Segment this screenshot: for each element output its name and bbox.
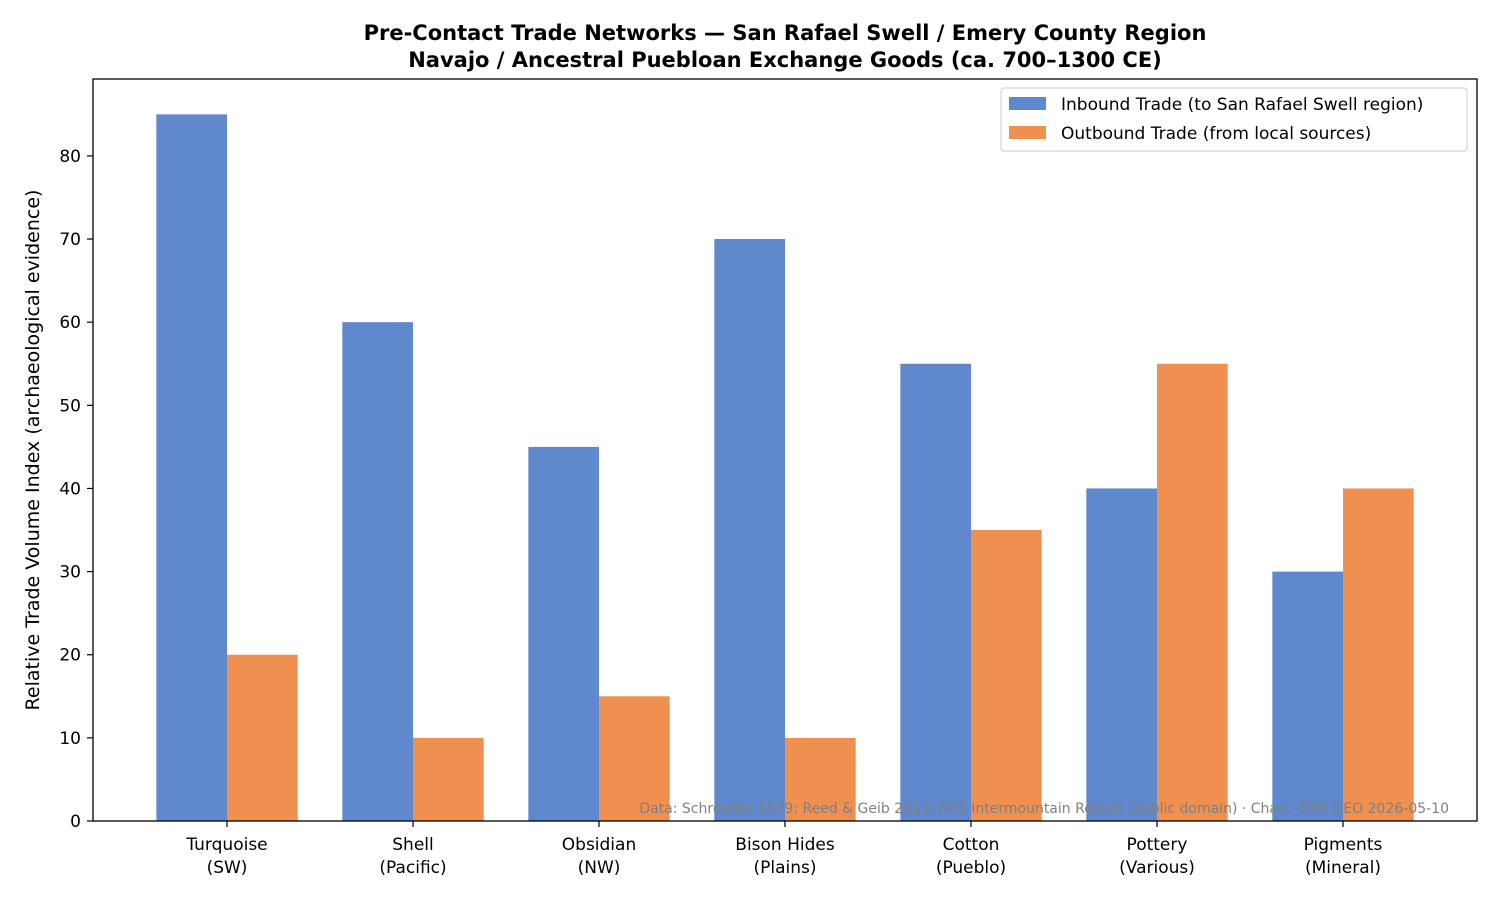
bar-inbound-4 (900, 363, 971, 821)
bar-outbound-1 (413, 737, 484, 821)
y-tick-label: 20 (59, 646, 81, 666)
x-axis: Turquoise (SW) Shell (Pacific) Obsidian (NW) B… (185, 821, 1382, 878)
chart-title: Pre-Contact Trade Networks — San Rafael … (364, 21, 1207, 45)
x-tick-label: Cotton (943, 835, 1000, 855)
bar-outbound-3 (785, 737, 856, 821)
bars-layer (156, 114, 1414, 822)
x-tick-label: Shell (392, 835, 433, 855)
y-axis-label: Relative Trade Volume Index (archaeologi… (22, 190, 44, 711)
bar-inbound-6 (1272, 571, 1343, 821)
source-note: Data: Schroeder 1979; Reed & Geib 2013; … (639, 801, 1449, 817)
y-axis: 0 10 20 30 40 50 60 70 80 (59, 147, 93, 832)
bar-outbound-5 (1157, 363, 1228, 821)
legend-label-0: Inbound Trade (to San Rafael Swell regio… (1061, 95, 1423, 115)
y-tick-label: 40 (59, 479, 81, 499)
legend-box (1000, 87, 1468, 152)
x-tick-label: Pottery (1127, 835, 1188, 855)
bar-inbound-2 (528, 446, 599, 821)
y-tick-label: 50 (59, 396, 81, 416)
bar-inbound-1 (342, 322, 413, 821)
bar-outbound-0 (227, 654, 298, 821)
chart-subtitle: Navajo / Ancestral Puebloan Exchange Goo… (408, 48, 1162, 72)
x-tick-label: (NW) (578, 858, 621, 878)
x-tick-label: (Pacific) (379, 858, 446, 878)
legend-label-1: Outbound Trade (from local sources) (1061, 124, 1371, 144)
bar-inbound-3 (714, 239, 785, 822)
bar-outbound-2 (599, 696, 670, 821)
y-tick-label: 30 (59, 563, 81, 583)
x-tick-label: (Various) (1119, 858, 1195, 878)
x-tick-label: Bison Hides (735, 835, 835, 855)
bar-outbound-6 (1343, 488, 1414, 821)
plot-frame (92, 78, 1478, 822)
y-tick-label: 60 (59, 313, 81, 333)
legend: Inbound Trade (to San Rafael Swell regio… (1000, 87, 1468, 152)
x-tick-label: (Plains) (753, 858, 816, 878)
y-tick-label: 10 (59, 729, 81, 749)
x-tick-label: Turquoise (185, 835, 267, 855)
bar-inbound-5 (1086, 488, 1157, 821)
legend-swatch-1 (1009, 126, 1046, 139)
x-tick-label: (SW) (207, 858, 248, 878)
bar-outbound-4 (971, 530, 1042, 821)
y-tick-label: 80 (59, 147, 81, 167)
y-tick-label: 0 (70, 812, 81, 832)
bar-inbound-0 (156, 114, 227, 822)
legend-swatch-0 (1009, 97, 1046, 110)
x-tick-label: (Pueblo) (936, 858, 1006, 878)
x-tick-label: Obsidian (562, 835, 636, 855)
x-tick-label: Pigments (1304, 835, 1383, 855)
y-tick-label: 70 (59, 230, 81, 250)
x-tick-label: (Mineral) (1305, 858, 1381, 878)
